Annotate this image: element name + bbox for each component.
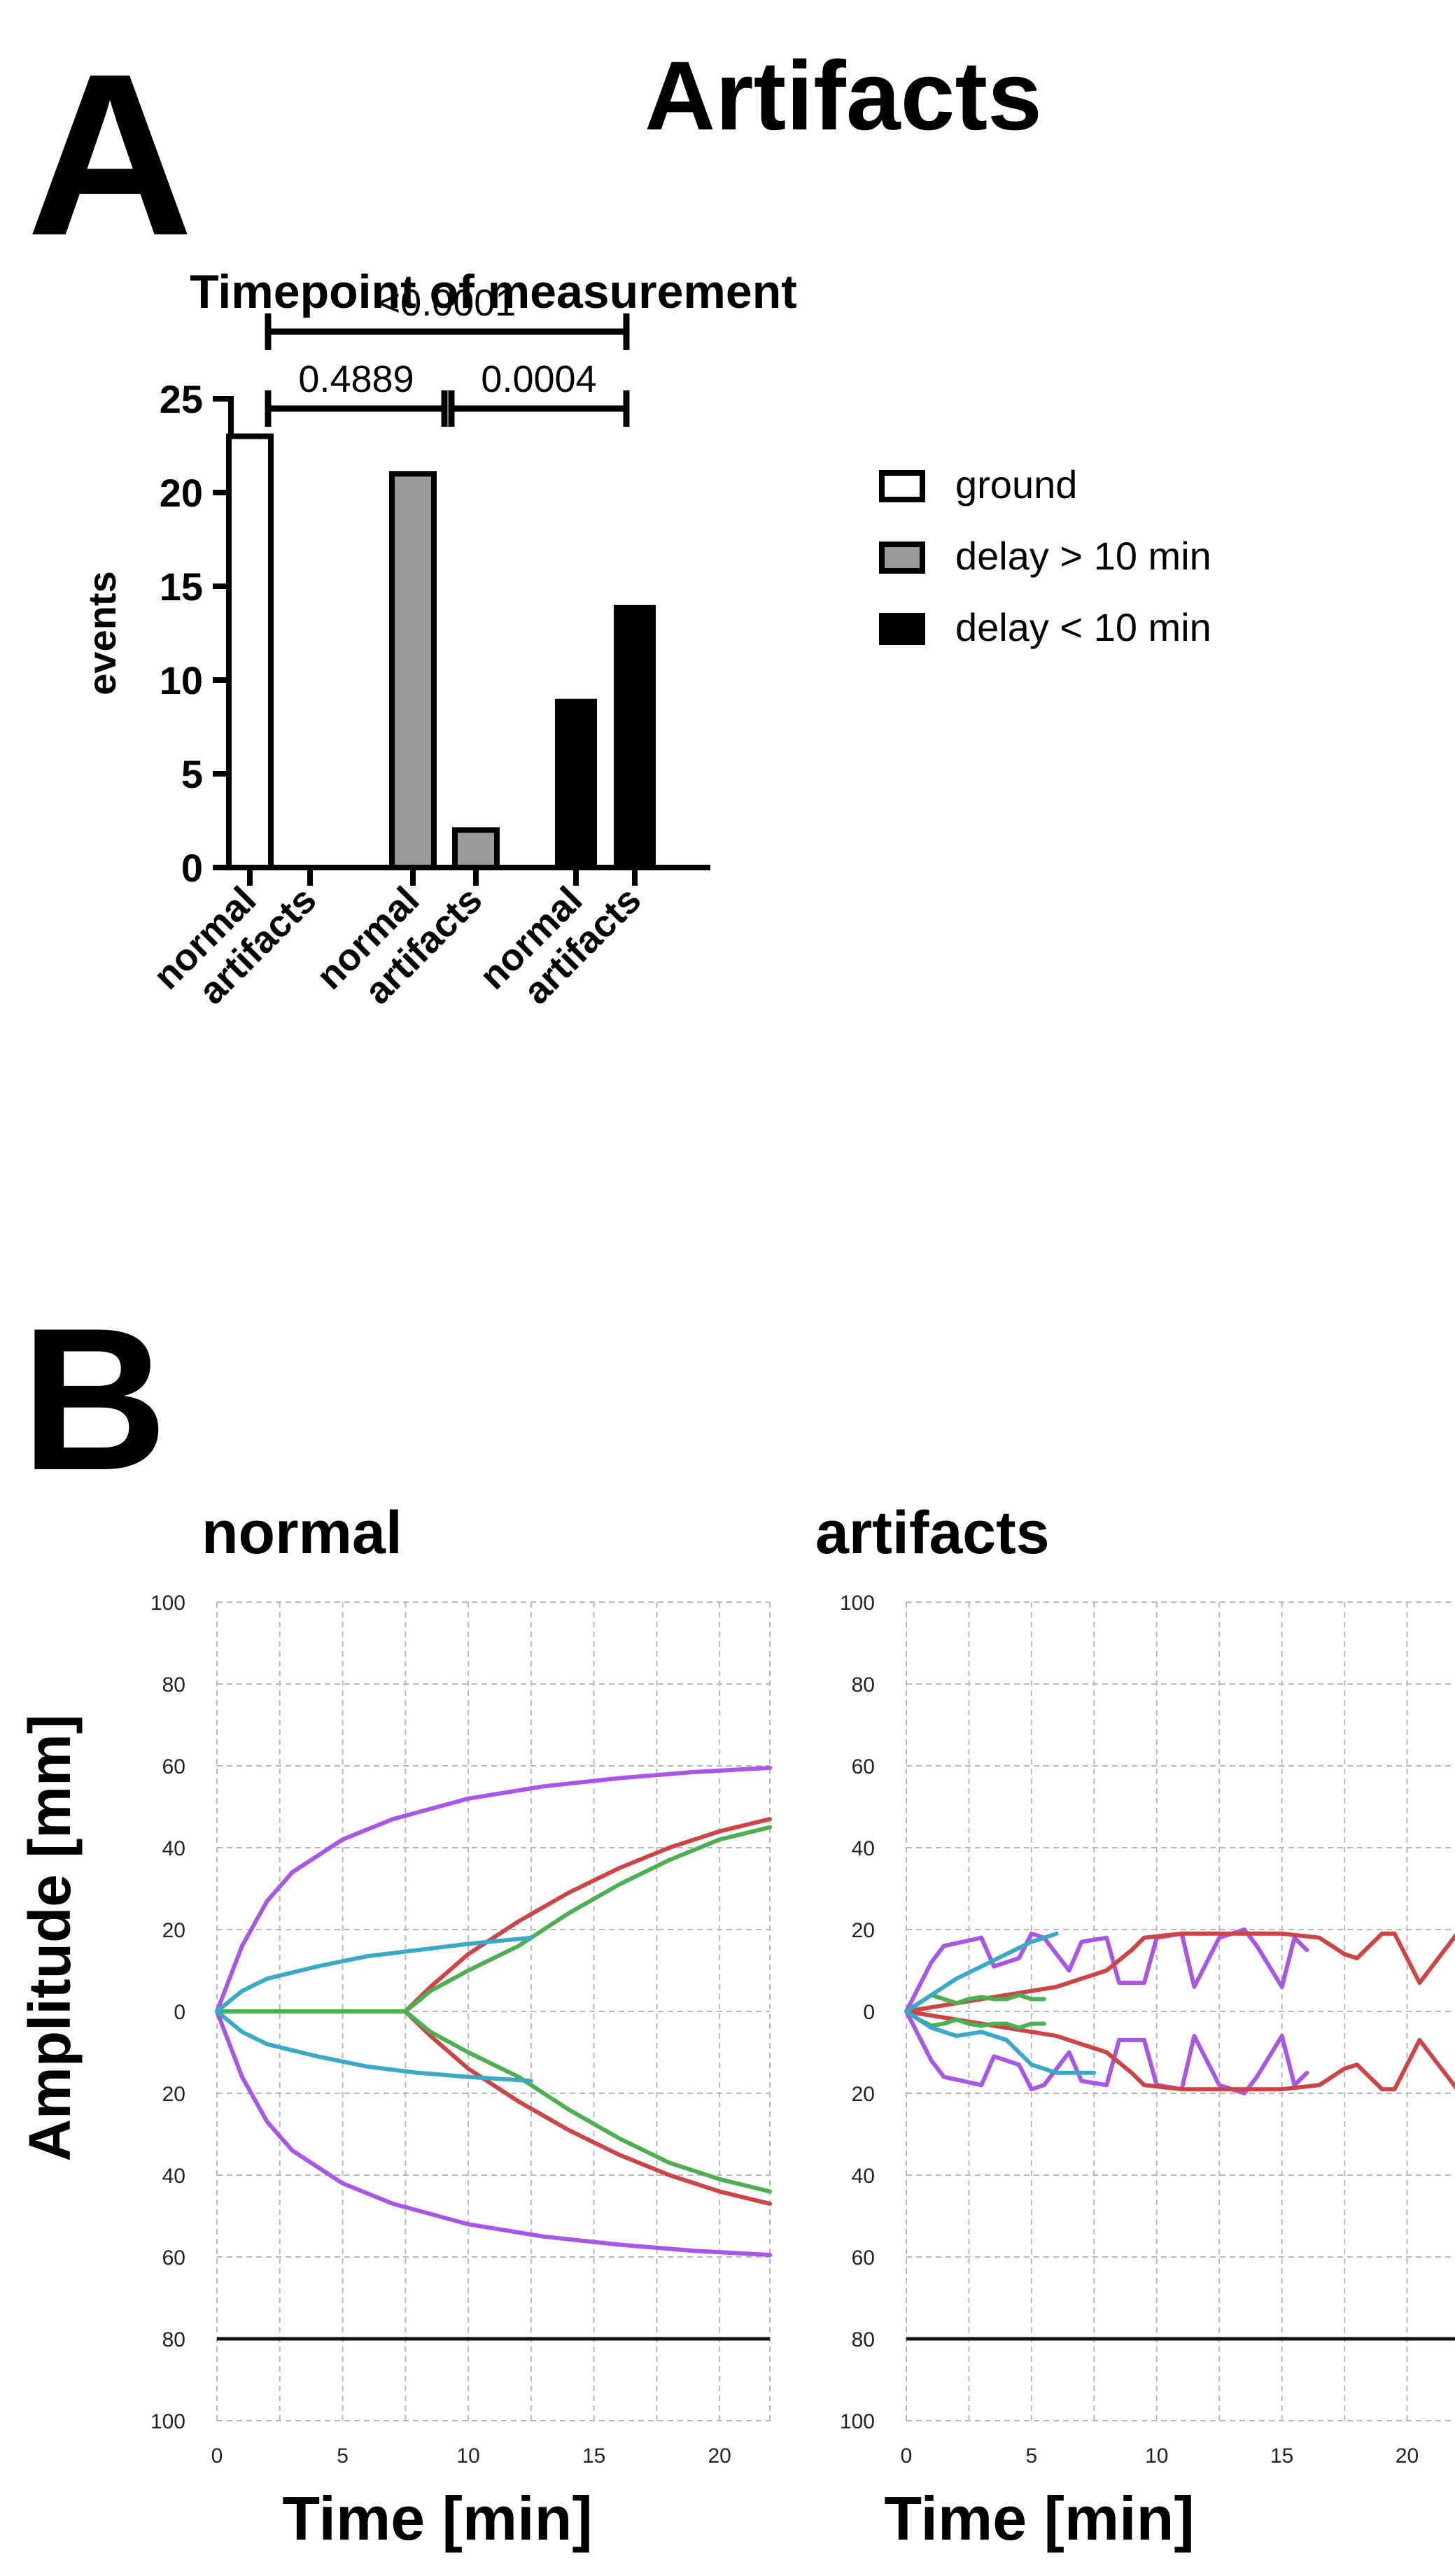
series-line-cyan-lower — [904, 2009, 1097, 2075]
y-tick-label: 20 — [162, 1919, 185, 1942]
y-tick-label: 20 — [162, 2083, 185, 2106]
bar — [452, 827, 500, 871]
series-line-cyan — [215, 1935, 533, 2014]
sig-label: 0.4889 — [298, 358, 414, 400]
x-tick-label: 15 — [582, 2444, 605, 2468]
chart-a-title: Timepoint of measurement — [190, 265, 797, 318]
y-tick-label: 60 — [852, 2246, 875, 2270]
sig-label: 0.0004 — [481, 358, 596, 400]
x-tick-label: 5 — [1026, 2444, 1038, 2468]
series-line-green-lower — [215, 2009, 772, 2194]
bar — [389, 471, 437, 870]
y-tick-label: 40 — [852, 1837, 875, 1860]
bar — [614, 604, 656, 868]
series-line-cyan-lower — [215, 2009, 533, 2083]
y-tick-label: 40 — [852, 2165, 875, 2188]
legend-label-ground: ground — [955, 462, 1077, 507]
y-tick-label: 0 — [181, 846, 203, 890]
x-tick-label: 10 — [456, 2444, 479, 2468]
line-chart-artifacts: 100 80 60 40 20 0 20 40 60 80 100 0 5 10 15 20 — [840, 1592, 1455, 2468]
series-line-red — [904, 1931, 1455, 2014]
legend-label-delay-under: delay < 10 min — [955, 605, 1211, 649]
y-tick-label: 40 — [162, 2165, 185, 2188]
y-tick-label: 20 — [852, 2083, 875, 2106]
y-axis-label: events — [80, 571, 124, 695]
y-tick-label: 20 — [852, 1919, 875, 1942]
y-tick-label: 80 — [852, 1673, 875, 1697]
y-tick-label: 0 — [863, 2001, 875, 2024]
bar — [555, 698, 597, 868]
x-tick-label: 15 — [1270, 2444, 1293, 2468]
series-line-purple — [215, 1765, 772, 2014]
legend-swatch-delay-over — [879, 542, 925, 574]
y-tick-label: 20 — [160, 471, 203, 515]
legend: ground delay > 10 min delay < 10 min — [879, 462, 1211, 649]
chart-b2-xlabel: Time [min] — [884, 2484, 1194, 2553]
bar — [226, 433, 274, 870]
legend-swatch-delay-under — [879, 613, 925, 645]
y-tick-label: 40 — [162, 1837, 185, 1860]
x-tick-label: 20 — [708, 2444, 731, 2468]
legend-swatch-ground — [879, 470, 925, 502]
series-line-green — [215, 1825, 772, 2014]
y-tick-label: 60 — [162, 1755, 185, 1778]
y-tick-label: 80 — [162, 2328, 185, 2351]
series-line-purple — [904, 1927, 1309, 2014]
panel-a-letter: A — [27, 25, 193, 283]
line-chart-normal: 100 80 60 40 20 0 20 40 60 80 100 0 5 10 15 20 — [150, 1592, 772, 2468]
y-tick-label: 100 — [840, 1592, 875, 1615]
series-line-purple-lower — [904, 2009, 1309, 2095]
series-line-red-lower — [904, 2009, 1455, 2092]
y-tick-label: 5 — [181, 752, 203, 796]
bar-chart: 0510152025eventsnormalartifactsnormalart… — [80, 282, 710, 1012]
panel-b-letter: B — [21, 1286, 167, 1513]
y-tick-label: 100 — [150, 1592, 185, 1615]
series-line-cyan — [904, 1931, 1059, 2014]
y-tick-label: 15 — [160, 565, 203, 609]
y-tick-label: 100 — [840, 2410, 875, 2433]
legend-label-delay-over: delay > 10 min — [955, 534, 1211, 578]
chart-b1-title: normal — [202, 1499, 402, 1566]
x-tick-label: 10 — [1145, 2444, 1168, 2468]
series-line-purple-lower — [215, 2009, 772, 2258]
y-tick-label: 25 — [160, 377, 203, 421]
y-tick-label: 80 — [162, 1673, 185, 1697]
y-tick-label: 100 — [150, 2410, 185, 2433]
y-tick-label: 60 — [162, 2246, 185, 2270]
x-tick-label: 20 — [1396, 2444, 1419, 2468]
y-tick-label: 10 — [160, 658, 203, 702]
y-tick-label: 80 — [852, 2328, 875, 2351]
y-tick-label: 60 — [852, 1755, 875, 1778]
chart-b1-xlabel: Time [min] — [282, 2484, 592, 2553]
panel-a-heading: Artifacts — [645, 41, 1042, 150]
x-tick-label: 0 — [901, 2444, 913, 2468]
y-tick-label: 0 — [174, 2001, 185, 2024]
sig-label: <0.0001 — [379, 282, 516, 324]
panel-b-ylabel: Amplitude [mm] — [17, 1714, 83, 2161]
x-tick-label: 5 — [337, 2444, 349, 2468]
chart-b2-title: artifacts — [815, 1499, 1050, 1566]
x-tick-label: 0 — [211, 2444, 223, 2468]
